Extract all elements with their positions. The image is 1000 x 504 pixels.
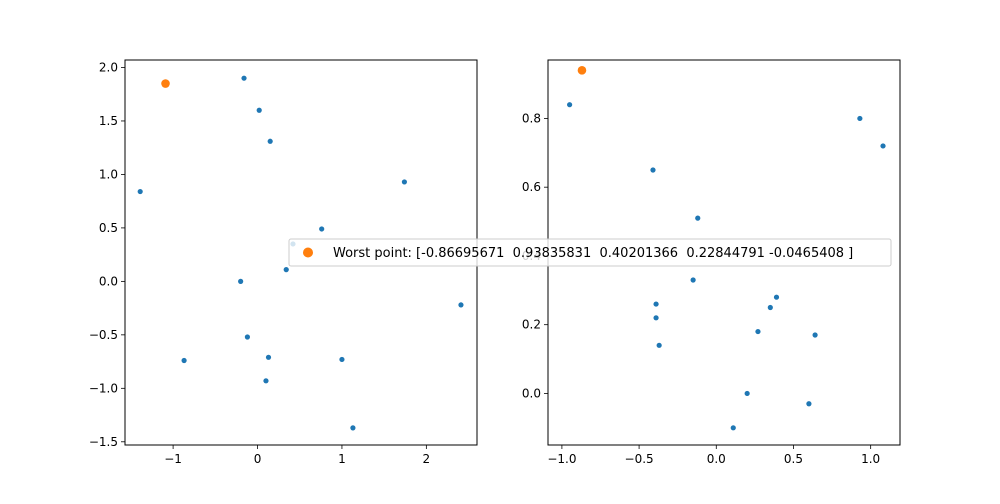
data-point (857, 115, 863, 122)
data-point (755, 328, 761, 335)
legend-label-worst-point: Worst point: [-0.86695671 0.93835831 0.4… (333, 246, 853, 261)
data-point (653, 301, 659, 307)
data-point (238, 278, 244, 284)
data-point (880, 143, 886, 149)
data-point (267, 138, 273, 144)
data-point (181, 357, 187, 364)
data-point (263, 378, 269, 384)
data-point (812, 332, 818, 338)
y-tick-label: 0.2 (522, 318, 541, 332)
y-tick-label: 1.5 (99, 114, 118, 128)
legend-marker-worst-point (303, 247, 313, 258)
data-point (567, 102, 573, 108)
data-point (695, 215, 701, 221)
data-point (256, 107, 262, 113)
x-tick-label: 0.0 (707, 452, 726, 466)
x-tick-label: −1 (164, 452, 182, 466)
y-tick-label: −1.0 (89, 381, 118, 395)
data-point (244, 334, 250, 340)
data-point (806, 401, 812, 407)
x-tick-label: 0 (254, 452, 262, 466)
data-point (773, 294, 780, 300)
x-tick-label: 2 (423, 452, 431, 466)
data-point (137, 188, 143, 195)
worst-point-marker (577, 66, 587, 75)
data-point (730, 425, 736, 431)
data-point (350, 425, 356, 431)
data-point (319, 226, 325, 232)
data-point (744, 390, 750, 397)
data-point (401, 179, 408, 185)
y-tick-label: 0.0 (99, 274, 118, 288)
data-point (339, 356, 345, 363)
y-tick-label: −0.5 (89, 328, 118, 342)
y-tick-label: 0.0 (522, 386, 541, 400)
legend: Worst point: [-0.86695671 0.93835831 0.4… (288, 238, 892, 267)
y-tick-label: 1.0 (99, 167, 118, 181)
data-point (458, 302, 464, 308)
y-tick-label: 0.6 (522, 180, 541, 194)
y-tick-label: −1.5 (89, 435, 118, 449)
x-tick-label: −1.0 (547, 452, 576, 466)
data-point (283, 267, 289, 273)
worst-point-marker (161, 79, 170, 88)
legend-frame (288, 238, 892, 267)
x-tick-label: 0.5 (784, 452, 803, 466)
data-point (690, 277, 696, 283)
y-tick-label: 0.8 (522, 111, 541, 125)
data-point (653, 315, 659, 321)
y-tick-label: 0.5 (99, 221, 118, 235)
x-tick-label: −0.5 (625, 452, 654, 466)
data-point (656, 342, 662, 348)
left-scatter-plot: −1 0 1 2 −1.5 −1.0 −0.5 0.0 0.5 1.0 1.5 2.0 (89, 59, 478, 466)
y-tick-label: 2.0 (99, 60, 118, 74)
data-point (767, 304, 773, 311)
data-point (241, 75, 247, 81)
x-tick-label: 1.0 (861, 452, 880, 466)
x-tick-label: 1 (338, 452, 346, 466)
data-point (650, 167, 656, 173)
data-point (265, 354, 272, 360)
